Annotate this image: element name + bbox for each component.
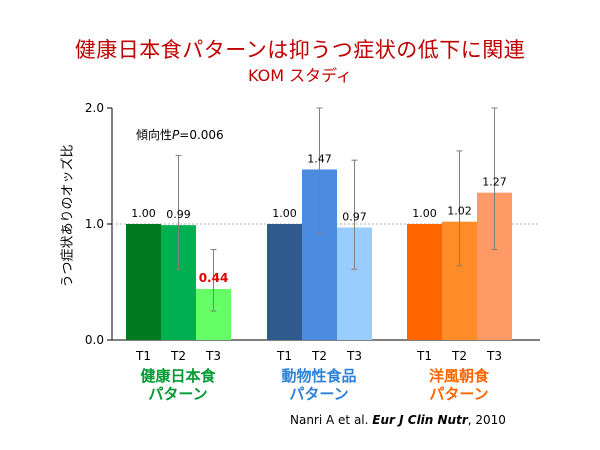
bar [407,224,442,340]
y-tick-label: 1.0 [85,217,104,231]
slide-title: 健康日本食パターンは抑うつ症状の低下に関連 [74,38,526,62]
data-label: 1.00 [131,207,156,220]
data-label: 1.27 [482,176,507,189]
category-label: T1 [416,349,432,363]
y-axis-label: うつ症状ありのオッズ比 [60,144,76,288]
data-label: 0.97 [342,210,367,223]
citation-year: , 2010 [467,413,506,427]
trend-annotation: 傾向性P=0.006 [136,126,224,143]
group-label-line1: 洋風朝食 [428,367,489,385]
y-tick-label: 2.0 [85,101,104,115]
data-label: 0.99 [166,208,191,221]
y-tick-label: 0.0 [85,333,104,347]
category-label: T2 [170,349,186,363]
data-label: 1.47 [307,152,332,165]
group-label-line1: 健康日本食 [140,367,216,385]
category-label: T1 [276,349,292,363]
slide-subtitle: KOM スタディ [248,66,352,85]
bar [126,224,161,340]
category-label: T3 [486,349,502,363]
group-label-line2: パターン [289,385,349,403]
data-label: 1.02 [447,205,472,218]
category-label: T3 [205,349,221,363]
citation-journal: Eur J Clin Nutr [372,413,468,427]
data-label: 1.00 [412,207,437,220]
bar [267,224,302,340]
category-label: T2 [451,349,467,363]
citation: Nanri A et al. Eur J Clin Nutr, 2010 [290,413,506,427]
group-label-western: 洋風朝食 パターン [394,367,524,403]
data-label: 0.44 [199,271,229,285]
group-label-japanese: 健康日本食 パターン [113,367,243,403]
citation-authors: Nanri A et al. [290,413,369,427]
trend-p-symbol: P [172,128,180,142]
group-label-line1: 動物性食品 [281,367,357,385]
trend-prefix: 傾向性 [136,128,173,142]
group-label-line2: パターン [429,385,489,403]
data-label: 1.00 [272,207,297,220]
group-label-line2: パターン [148,385,208,403]
group-label-animal: 動物性食品 パターン [254,367,384,403]
category-label: T3 [346,349,362,363]
category-label: T1 [135,349,151,363]
trend-p-value: =0.006 [179,128,224,142]
category-label: T2 [311,349,327,363]
